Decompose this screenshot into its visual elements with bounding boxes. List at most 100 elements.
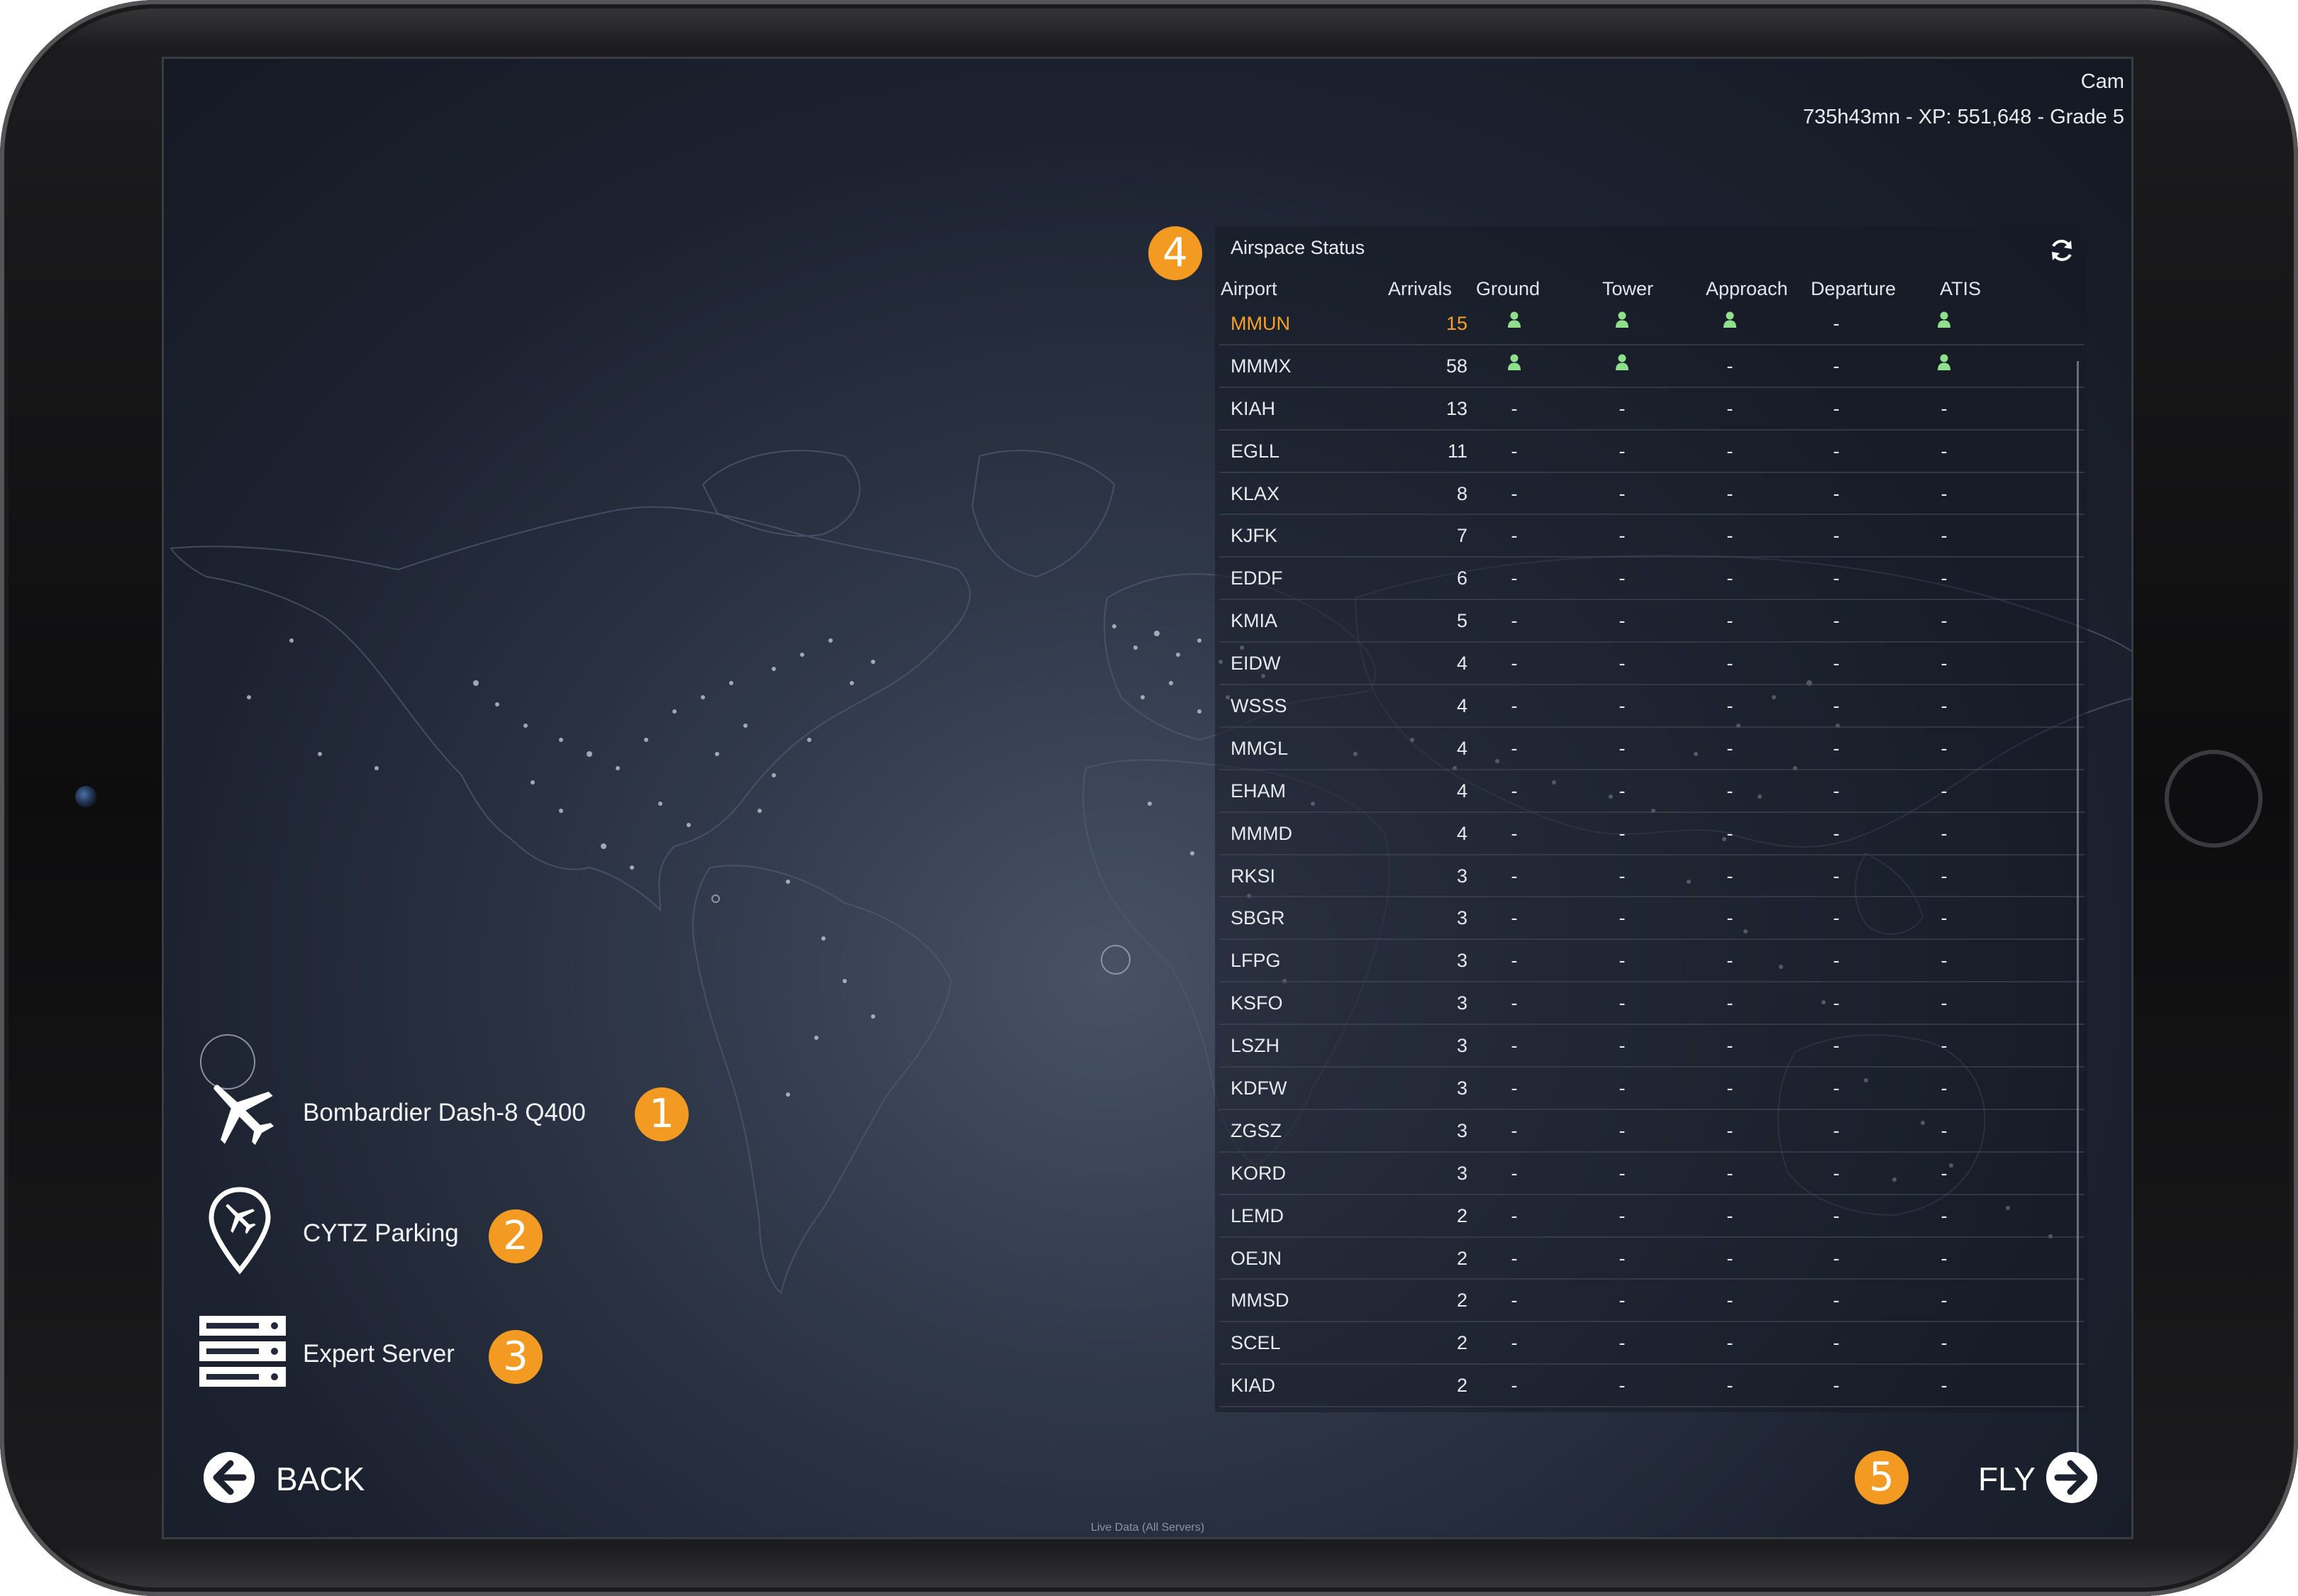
table-row[interactable]: MMMX 58 - -	[1219, 345, 2085, 388]
airport-code: SCEL	[1231, 1332, 1281, 1354]
approach-status: -	[1726, 355, 1733, 377]
tower-status: -	[1619, 482, 1626, 504]
atc-online-icon	[1614, 311, 1631, 333]
atis-status: -	[1941, 525, 1948, 547]
departure-status: -	[1833, 1247, 1840, 1269]
home-button[interactable]	[2165, 750, 2263, 848]
fly-button-circle[interactable]	[2046, 1452, 2097, 1503]
departure-status: -	[1833, 780, 1840, 802]
tower-status: -	[1619, 1332, 1626, 1354]
airport-selection[interactable]: CYTZ Parking	[303, 1219, 459, 1247]
table-row[interactable]: KORD 3 - - - - -	[1219, 1153, 2085, 1195]
table-row[interactable]: MMMD 4 - - - - -	[1219, 813, 2085, 855]
panel-title: Airspace Status	[1231, 237, 1365, 258]
airport-code: KJFK	[1231, 525, 1278, 547]
table-row[interactable]: SBGR 3 - - - - -	[1219, 897, 2085, 941]
table-row[interactable]: EGLL 11 - - - - -	[1219, 431, 2085, 473]
atis-status: -	[1941, 1332, 1948, 1354]
table-row[interactable]: MMGL 4 - - - - -	[1219, 728, 2085, 770]
col-ground[interactable]: Ground	[1476, 278, 1541, 299]
table-row[interactable]: EIDW 4 - - - - -	[1219, 643, 2085, 686]
back-button[interactable]: BACK	[276, 1461, 365, 1497]
airspace-table: MMUN 15- MMMX 58- - KIAH 13- - - - - EGLL 11- - - - - KLA…	[1219, 303, 2085, 1408]
tower-status: -	[1619, 1077, 1626, 1099]
ground-status: -	[1511, 822, 1518, 844]
departure-status: -	[1833, 1290, 1840, 1312]
server-icon[interactable]	[198, 1314, 287, 1388]
table-row[interactable]: KMIA 5 - - - - -	[1219, 600, 2085, 643]
ground-status: -	[1511, 865, 1518, 887]
arrow-right-icon	[2054, 1460, 2088, 1495]
atis-status: -	[1941, 567, 1948, 589]
table-row[interactable]: KJFK 7 - - - - -	[1219, 515, 2085, 558]
table-row[interactable]: ZGSZ 3 - - - - -	[1219, 1110, 2085, 1153]
airport-code: MMMD	[1231, 822, 1292, 844]
table-row[interactable]: KDFW 3 - - - - -	[1219, 1068, 2085, 1110]
ground-status: -	[1511, 780, 1518, 802]
table-row[interactable]: EHAM 4 - - - - -	[1219, 770, 2085, 813]
col-departure[interactable]: Departure	[1811, 278, 1897, 299]
atis-status: -	[1941, 865, 1948, 887]
tower-status: -	[1619, 1204, 1626, 1226]
fly-button[interactable]: FLY	[1978, 1461, 2036, 1497]
table-row[interactable]: RKSI 3 - - - - -	[1219, 855, 2085, 898]
tower-status: -	[1619, 1247, 1626, 1269]
tower-status: -	[1619, 440, 1626, 462]
table-row[interactable]: WSSS 4 - - - - -	[1219, 685, 2085, 728]
aircraft-selection[interactable]: Bombardier Dash-8 Q400	[303, 1099, 586, 1126]
table-scrollbar[interactable]	[2077, 361, 2079, 1468]
step-badge-fly: 5	[1855, 1451, 1909, 1504]
table-row[interactable]: MMUN 15 -	[1219, 303, 2085, 345]
airport-code: KORD	[1231, 1162, 1287, 1184]
table-row[interactable]: MMSD 2 - - - - -	[1219, 1280, 2085, 1323]
approach-status: -	[1726, 1077, 1733, 1099]
airport-code: KIAD	[1231, 1375, 1276, 1397]
arrow-left-icon	[213, 1460, 247, 1495]
table-row[interactable]: KIAD 2 - - - - -	[1219, 1365, 2085, 1408]
approach-status: -	[1726, 1332, 1733, 1354]
table-row[interactable]: SCEL 2 - - - - -	[1219, 1322, 2085, 1365]
departure-status: -	[1833, 1119, 1840, 1141]
table-row[interactable]: LFPG 3 - - - - -	[1219, 940, 2085, 983]
arrivals-count: 2	[1456, 1204, 1467, 1226]
airplane-icon[interactable]	[204, 1075, 277, 1148]
col-atis[interactable]: ATIS	[1940, 278, 1982, 299]
table-row[interactable]: OEJN 2 - - - - -	[1219, 1238, 2085, 1280]
atis-status: -	[1941, 737, 1948, 759]
table-row[interactable]: EDDF 6 - - - - -	[1219, 558, 2085, 601]
approach-status: -	[1726, 525, 1733, 547]
col-arrivals[interactable]: Arrivals	[1388, 278, 1453, 299]
airport-code: MMSD	[1231, 1290, 1289, 1312]
atis-status: -	[1941, 907, 1948, 929]
col-tower[interactable]: Tower	[1602, 278, 1654, 299]
departure-status: -	[1833, 1375, 1840, 1397]
table-row[interactable]: KIAH 13 - - - - -	[1219, 388, 2085, 431]
table-row[interactable]: LSZH 3 - - - - -	[1219, 1025, 2085, 1068]
tower-status: -	[1619, 907, 1626, 929]
server-selection[interactable]: Expert Server	[303, 1340, 455, 1368]
departure-status: -	[1833, 992, 1840, 1014]
approach-status: -	[1726, 1375, 1733, 1397]
tower-status: -	[1619, 1035, 1626, 1057]
airport-pin-icon[interactable]	[208, 1187, 272, 1275]
approach-status: -	[1726, 822, 1733, 844]
table-row[interactable]: KLAX 8 - - - - -	[1219, 473, 2085, 516]
approach-status: -	[1726, 695, 1733, 717]
atis-status: -	[1941, 1375, 1948, 1397]
departure-status: -	[1833, 737, 1840, 759]
atis-status: -	[1941, 1077, 1948, 1099]
airport-code: WSSS	[1231, 695, 1287, 717]
back-button-circle[interactable]	[204, 1452, 255, 1503]
arrivals-count: 3	[1456, 1119, 1467, 1141]
departure-status: -	[1833, 610, 1840, 632]
col-airport[interactable]: Airport	[1221, 278, 1277, 299]
col-approach[interactable]: Approach	[1706, 278, 1788, 299]
table-row[interactable]: LEMD 2 - - - - -	[1219, 1195, 2085, 1238]
arrivals-count: 2	[1456, 1375, 1467, 1397]
departure-status: -	[1833, 1332, 1840, 1354]
tower-status: -	[1619, 567, 1626, 589]
atc-online-icon	[1936, 354, 1953, 376]
arrivals-count: 4	[1456, 822, 1467, 844]
refresh-icon[interactable]	[2048, 236, 2076, 265]
table-row[interactable]: KSFO 3 - - - - -	[1219, 982, 2085, 1026]
